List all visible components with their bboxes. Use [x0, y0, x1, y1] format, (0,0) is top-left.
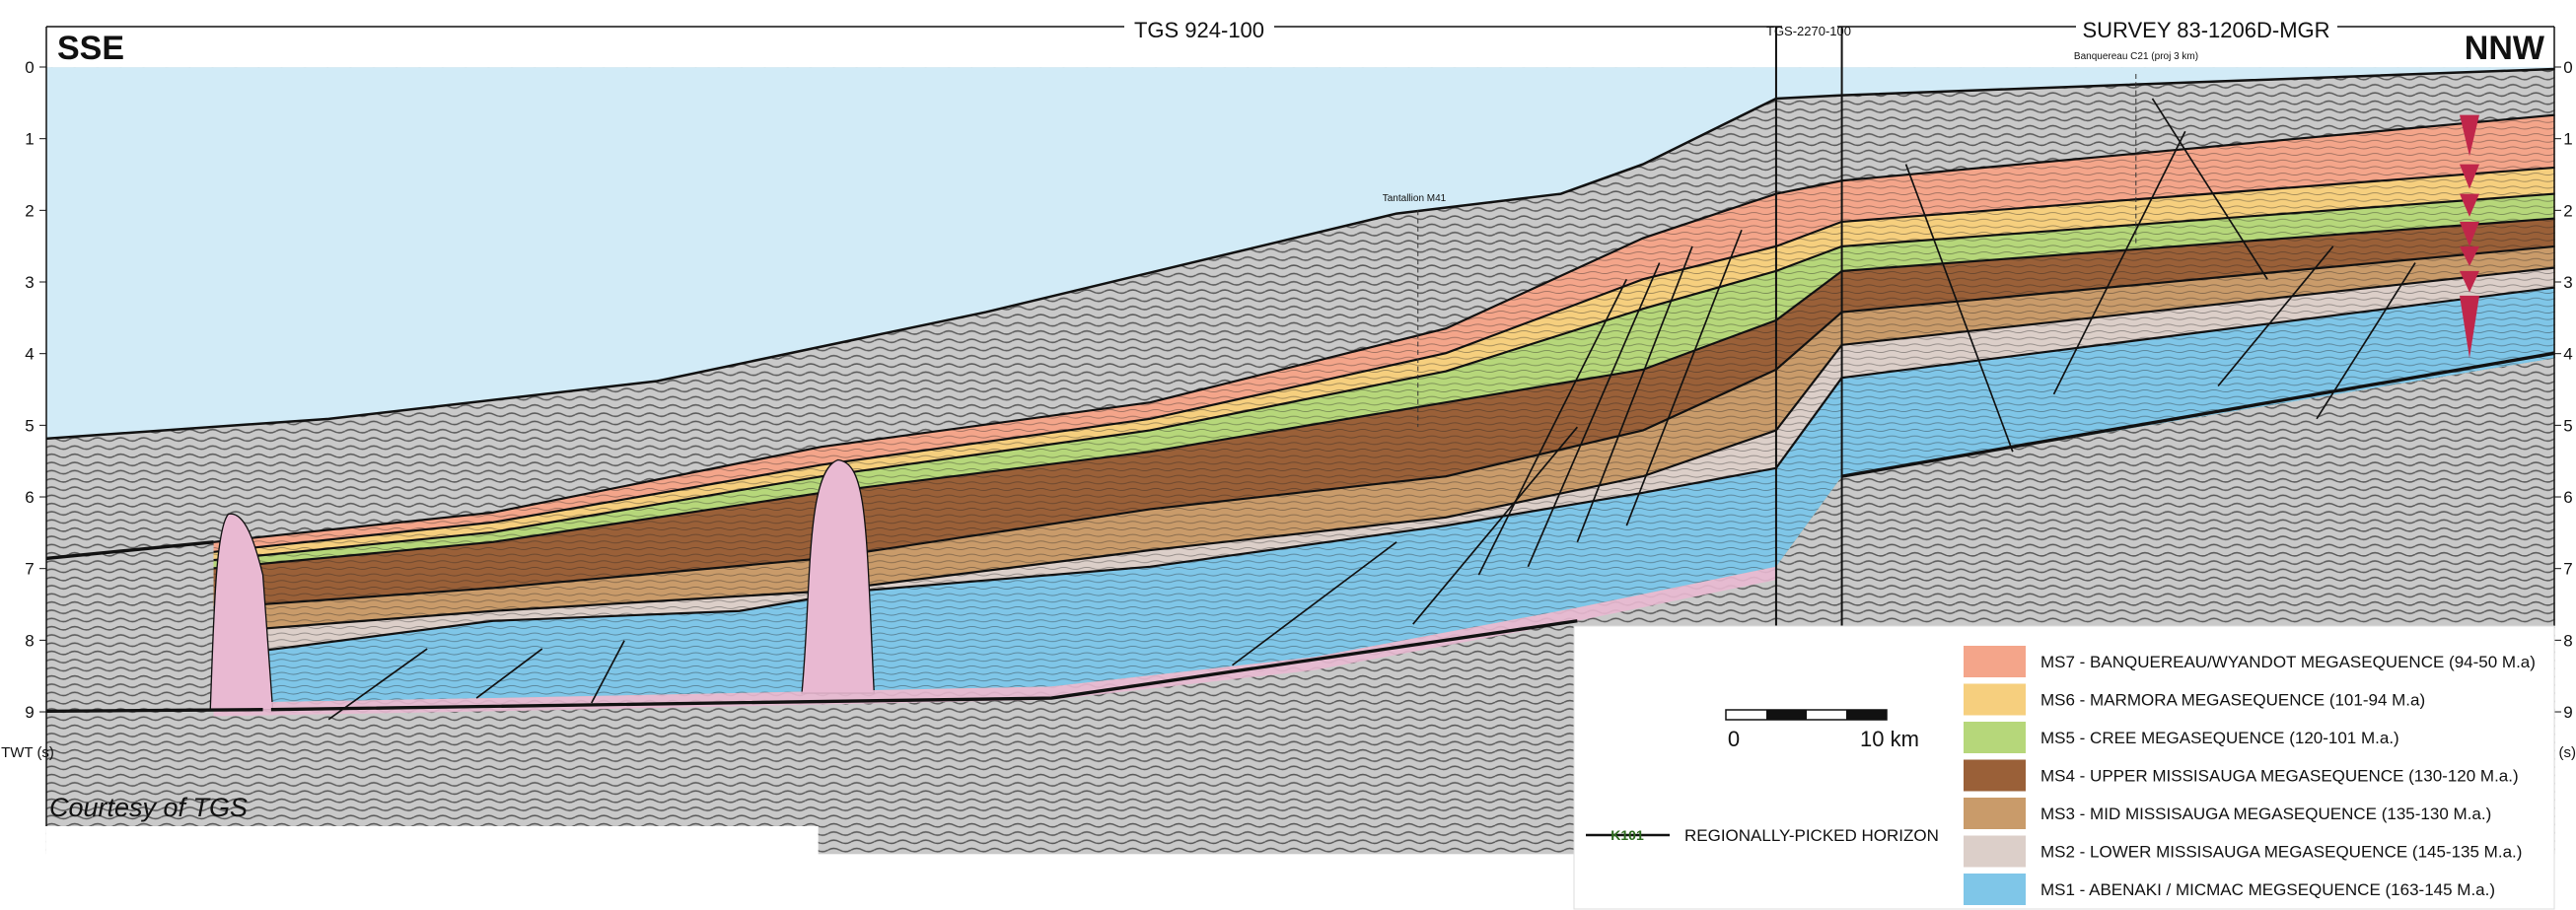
- tick-label: 5: [2563, 416, 2572, 435]
- tick-label: 8: [2563, 631, 2572, 650]
- legend-swatch: [1964, 760, 2026, 792]
- tick-label: 8: [25, 631, 34, 650]
- tick-label: 3: [25, 273, 34, 292]
- axis-label: TWT (s): [1, 744, 54, 761]
- tick-label: 1: [2563, 130, 2572, 149]
- tick-label: 0: [25, 58, 34, 77]
- tick-label: 2: [2563, 201, 2572, 220]
- legend-swatch: [1964, 798, 2026, 829]
- legend-swatch: [1964, 646, 2026, 677]
- survey-label: TGS 924-100: [1134, 18, 1264, 42]
- legend-label: MS7 - BANQUEREAU/WYANDOT MEGASEQUENCE (9…: [2040, 653, 2536, 671]
- blank: [46, 826, 819, 859]
- horizon-key-label: REGIONALLY-PICKED HORIZON: [1684, 826, 1939, 845]
- direction-label: SSE: [57, 30, 124, 67]
- scale-label: 0: [1728, 727, 1740, 751]
- tick-label: 4: [2563, 345, 2572, 364]
- tick-label: 7: [25, 560, 34, 579]
- tick-label: 6: [2563, 488, 2572, 507]
- tick-label: 1: [25, 130, 34, 149]
- legend-swatch: [1964, 874, 2026, 905]
- tick-label: 5: [25, 416, 34, 435]
- legend-swatch: [1964, 836, 2026, 868]
- direction-label: NNW: [2465, 30, 2545, 67]
- basement-horizon: [46, 710, 263, 712]
- well-label: Tantallion M41: [1383, 193, 1447, 204]
- tick-label: 2: [25, 201, 34, 220]
- tick-label: 0: [2563, 58, 2572, 77]
- tick-label: 3: [2563, 273, 2572, 292]
- legend-label: MS2 - LOWER MISSISAUGA MEGASEQUENCE (145…: [2040, 843, 2522, 862]
- legend-label: MS3 - MID MISSISAUGA MEGASEQUENCE (135-1…: [2040, 805, 2491, 823]
- survey-label: SURVEY 83-1206D-MGR: [2082, 18, 2329, 42]
- legend-label: MS1 - ABENAKI / MICMAC MEGSEQUENCE (163-…: [2040, 880, 2495, 899]
- credit: Courtesy of TGS: [49, 793, 248, 822]
- well-label: Banquereau C21 (proj 3 km): [2074, 51, 2198, 62]
- scale-label: 10 km: [1860, 727, 1919, 751]
- horizon-key-symbol: K101: [1610, 827, 1644, 843]
- legend-swatch: [1964, 722, 2026, 753]
- scale-bar: [1726, 710, 1887, 720]
- tick-label: 9: [25, 703, 34, 722]
- legend-label: MS5 - CREE MEGASEQUENCE (120-101 M.a.): [2040, 729, 2399, 747]
- survey-label: TGS-2270-100: [1766, 24, 1851, 38]
- legend-label: MS4 - UPPER MISSISAUGA MEGASEQUENCE (130…: [2040, 767, 2519, 786]
- legend-swatch: [1964, 684, 2026, 716]
- tick-label: 7: [2563, 560, 2572, 579]
- section-figure: TGS 924-100 TGS-2270-100 SURVEY 83-1206D…: [0, 0, 2576, 910]
- tick-label: 4: [25, 345, 34, 364]
- tick-label: 9: [2563, 703, 2572, 722]
- legend-label: MS6 - MARMORA MEGASEQUENCE (101-94 M.a): [2040, 691, 2425, 710]
- tick-label: 6: [25, 488, 34, 507]
